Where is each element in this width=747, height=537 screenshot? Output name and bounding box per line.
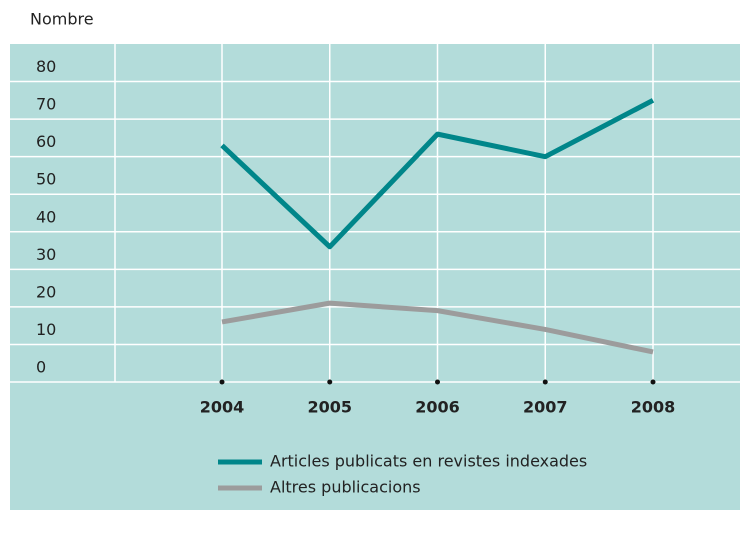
- x-tick-label: 2007: [523, 398, 568, 417]
- x-tick-mark: [650, 379, 656, 385]
- y-tick-label: 50: [36, 170, 56, 189]
- y-tick-label: 20: [36, 282, 56, 301]
- x-tick-mark: [542, 379, 548, 385]
- x-tick-label: 2008: [631, 398, 676, 417]
- y-axis-label: Nombre: [30, 10, 94, 29]
- legend-label: Articles publicats en revistes indexades: [270, 452, 587, 471]
- series-line: [221, 300, 654, 355]
- y-tick-label: 70: [36, 95, 56, 114]
- y-tick-label: 10: [36, 320, 56, 339]
- x-tick-mark: [219, 379, 225, 385]
- x-tick-mark: [327, 379, 333, 385]
- y-tick-label: 0: [36, 358, 46, 377]
- x-tick-label: 2005: [307, 398, 352, 417]
- y-tick-label: 60: [36, 132, 56, 151]
- y-tick-label: 40: [36, 207, 56, 226]
- series-line: [220, 98, 655, 250]
- y-tick-label: 30: [36, 245, 56, 264]
- legend-label: Altres publicacions: [270, 478, 421, 497]
- chart-background: [10, 44, 740, 510]
- x-tick-mark: [435, 379, 440, 385]
- x-tick-label: 2004: [200, 398, 245, 417]
- x-tick-label: 2006: [415, 398, 460, 417]
- y-tick-label: 80: [36, 57, 56, 76]
